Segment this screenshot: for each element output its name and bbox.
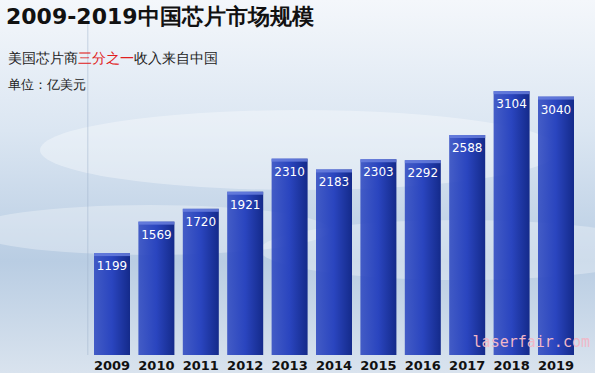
data-label: 2588 bbox=[452, 141, 483, 155]
bar-cap bbox=[538, 97, 574, 100]
bar bbox=[494, 91, 530, 355]
subtitle: 美国芯片商三分之一收入来自中国 bbox=[8, 50, 218, 66]
bar bbox=[138, 222, 174, 355]
bar-cap bbox=[272, 159, 308, 162]
x-tick-label: 2018 bbox=[494, 358, 530, 373]
data-labels: 1199 1569 1720 1921 2310 2183 2303 2292 2588 3104… bbox=[97, 97, 572, 273]
bar bbox=[538, 97, 574, 355]
x-tick-label: 2015 bbox=[360, 358, 396, 373]
x-tick-label: 2013 bbox=[272, 358, 308, 373]
bar-cap bbox=[94, 253, 130, 256]
bar-cap bbox=[138, 222, 174, 225]
data-label: 2303 bbox=[363, 165, 394, 179]
bar-cap bbox=[183, 209, 219, 212]
data-label: 2292 bbox=[408, 166, 439, 180]
data-label: 3104 bbox=[496, 97, 527, 111]
x-tick-label: 2010 bbox=[138, 358, 174, 373]
x-tick-label: 2014 bbox=[316, 358, 352, 373]
y-axis-line bbox=[87, 15, 88, 355]
x-tick-label: 2019 bbox=[538, 358, 574, 373]
x-tick-label: 2012 bbox=[227, 358, 263, 373]
bar-cap bbox=[316, 169, 352, 172]
watermark: laserfair.com bbox=[473, 333, 590, 351]
background bbox=[0, 0, 595, 373]
bar bbox=[183, 209, 219, 355]
bar-cap bbox=[360, 159, 396, 162]
x-tick-label: 2009 bbox=[94, 358, 130, 373]
subtitle-part: 收入来自中国 bbox=[134, 50, 218, 66]
data-label: 1921 bbox=[230, 198, 261, 212]
bar bbox=[316, 169, 352, 355]
chart: 1199 1569 1720 1921 2310 2183 2303 2292 2588 3104… bbox=[0, 0, 595, 373]
bar-cap bbox=[449, 135, 485, 138]
bar-cap bbox=[405, 160, 441, 163]
data-label: 3040 bbox=[541, 103, 572, 117]
bar bbox=[94, 253, 130, 355]
bar-cap bbox=[227, 192, 263, 195]
subtitle-part: 美国芯片商 bbox=[8, 50, 78, 66]
title: 2009-2019中国芯片市场规模 bbox=[6, 4, 314, 29]
data-label: 2183 bbox=[319, 175, 350, 189]
bar bbox=[449, 135, 485, 355]
data-label: 1569 bbox=[141, 228, 172, 242]
bar bbox=[227, 192, 263, 355]
x-tick-labels: 2009 2010 2011 2012 2013 2014 2015 2016 2017 2018… bbox=[94, 358, 574, 373]
bar bbox=[360, 159, 396, 355]
subtitle-part: 三分之一 bbox=[78, 50, 134, 66]
x-tick-label: 2011 bbox=[183, 358, 219, 373]
x-tick-label: 2017 bbox=[449, 358, 485, 373]
data-label: 2310 bbox=[274, 165, 305, 179]
bar bbox=[272, 159, 308, 355]
data-label: 1720 bbox=[186, 215, 217, 229]
bars bbox=[94, 91, 574, 355]
bar bbox=[405, 160, 441, 355]
x-tick-label: 2016 bbox=[405, 358, 441, 373]
data-label: 1199 bbox=[97, 259, 128, 273]
bar-cap bbox=[494, 91, 530, 94]
unit-label: 单位：亿美元 bbox=[8, 77, 86, 92]
